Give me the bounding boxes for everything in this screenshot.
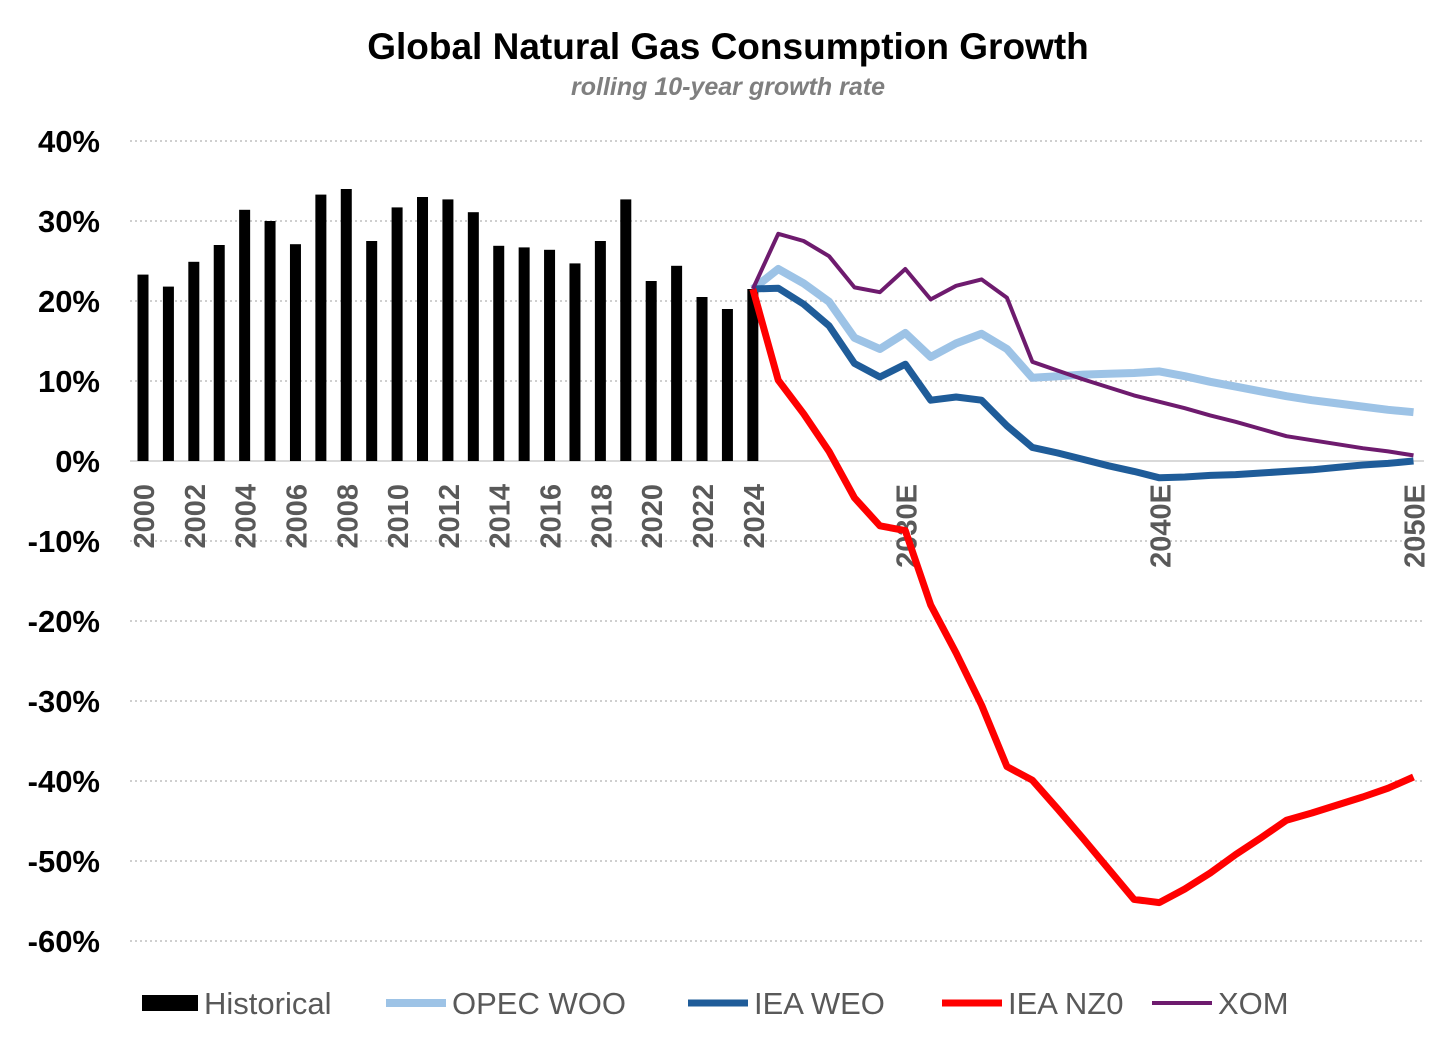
x-tick-label: 2040E <box>1145 484 1177 568</box>
bar-historical <box>671 265 683 461</box>
bar-historical <box>417 197 429 461</box>
chart-subtitle: rolling 10-year growth rate <box>571 73 885 101</box>
series-line-iea-nz0 <box>749 288 1415 907</box>
bar-historical <box>620 199 632 461</box>
legend-label-iea-weo: IEA WEO <box>754 986 885 1021</box>
x-tick-label: 2014 <box>485 484 517 549</box>
bar-historical <box>518 247 530 461</box>
bar-historical <box>340 189 352 461</box>
chart-title: Global Natural Gas Consumption Growth <box>367 26 1089 67</box>
bar-historical <box>747 289 759 461</box>
x-tick-label: 2008 <box>332 484 364 549</box>
bar-historical <box>289 244 301 461</box>
y-tick-label: 0% <box>55 444 100 479</box>
x-tick-label: 2010 <box>383 484 415 549</box>
bar-historical <box>188 261 200 461</box>
x-tick-label: 2012 <box>434 484 466 549</box>
y-tick-label: -50% <box>28 844 100 879</box>
bar-historical <box>239 209 251 461</box>
legend-label-historical: Historical <box>204 986 331 1021</box>
bar-historical <box>721 309 733 461</box>
legend-label-xom: XOM <box>1218 986 1289 1021</box>
bar-historical <box>467 212 479 461</box>
x-tick-label: 2018 <box>586 484 618 549</box>
legend-label-iea-nz0: IEA NZ0 <box>1008 986 1123 1021</box>
x-tick-label: 2002 <box>180 484 212 549</box>
x-tick-label: 2024 <box>739 484 771 549</box>
y-tick-label: -30% <box>28 684 100 719</box>
y-tick-label: -10% <box>28 524 100 559</box>
bar-historical <box>213 245 225 461</box>
bar-historical <box>569 263 581 461</box>
y-tick-label: 10% <box>38 364 100 399</box>
y-tick-label: 20% <box>38 284 100 319</box>
bar-historical <box>594 241 606 461</box>
bar-historical <box>366 241 378 461</box>
bar-historical <box>391 207 403 461</box>
bar-historical <box>162 286 174 461</box>
x-tick-label: 2006 <box>281 484 313 549</box>
bar-historical <box>493 245 505 461</box>
y-tick-label: -60% <box>28 924 100 959</box>
x-tick-label: 2050E <box>1400 484 1432 568</box>
x-tick-label: 2000 <box>129 484 161 549</box>
series-line-iea-weo <box>752 284 1414 482</box>
series-line-opec-woo <box>750 265 1414 417</box>
bar-historical <box>137 274 149 461</box>
bar-historical <box>544 249 556 461</box>
x-tick-label: 2022 <box>688 484 720 549</box>
x-tick-label: 2004 <box>231 484 263 549</box>
bar-historical <box>264 221 276 461</box>
x-tick-label: 2020 <box>637 484 669 549</box>
legend-swatch-historical <box>142 995 198 1011</box>
x-tick-label: 2016 <box>536 484 568 549</box>
y-tick-label: -20% <box>28 604 100 639</box>
bar-historical <box>696 297 708 461</box>
y-tick-label: 40% <box>38 124 100 159</box>
y-tick-label: -40% <box>28 764 100 799</box>
y-tick-label: 30% <box>38 204 100 239</box>
series-line-xom <box>751 231 1414 458</box>
legend-label-opec-woo: OPEC WOO <box>452 986 626 1021</box>
bar-historical <box>442 199 454 461</box>
bar-historical <box>645 281 657 461</box>
bar-historical <box>315 194 327 461</box>
